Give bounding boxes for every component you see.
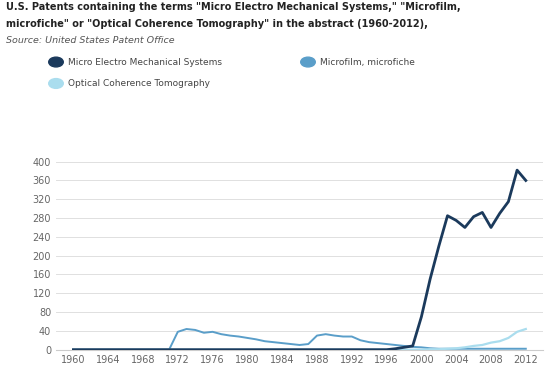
Text: Microfilm, microfiche: Microfilm, microfiche: [320, 58, 415, 67]
Text: Optical Coherence Tomography: Optical Coherence Tomography: [68, 79, 211, 88]
Text: U.S. Patents containing the terms "Micro Electro Mechanical Systems," "Microfilm: U.S. Patents containing the terms "Micro…: [6, 2, 460, 12]
Text: Micro Electro Mechanical Systems: Micro Electro Mechanical Systems: [68, 58, 222, 67]
Text: microfiche" or "Optical Coherence Tomography" in the abstract (1960-2012),: microfiche" or "Optical Coherence Tomogr…: [6, 19, 427, 29]
Text: Source: United States Patent Office: Source: United States Patent Office: [6, 36, 174, 45]
